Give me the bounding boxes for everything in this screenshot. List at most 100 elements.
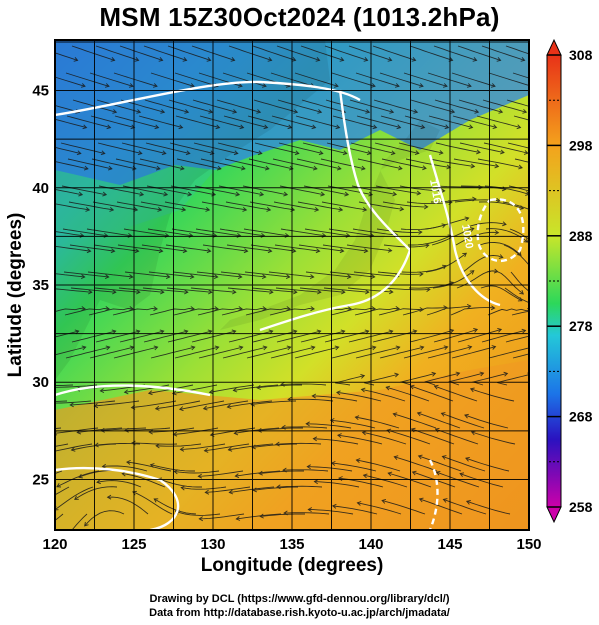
streamline [202,244,248,252]
streamline-arrow [312,165,318,171]
streamline-arrow [416,411,422,417]
streamline-arrow [329,418,335,423]
streamline [512,72,529,79]
streamline [361,388,406,402]
streamline [355,416,400,429]
streamline [168,99,213,113]
streamline [250,244,296,252]
streamline [198,346,243,359]
streamline [252,330,297,343]
streamline-arrow [182,57,188,62]
streamline-arrow [413,109,419,114]
streamline-arrow [209,150,215,156]
streamline [55,400,92,404]
streamline-arrow [275,441,280,447]
streamline-arrow [261,274,267,280]
streamline-arrow [56,483,62,488]
streamline [409,329,454,343]
streamline-arrow [518,164,523,170]
streamline-arrow [112,109,118,114]
streamline-arrow [230,57,236,62]
streamline [348,45,392,61]
streamline-arrow [541,305,545,309]
streamline-arrow [202,405,208,411]
streamline [513,115,529,121]
x-tick-label: 120 [42,536,67,553]
streamline-arrow [476,149,481,155]
streamline [55,146,81,154]
streamline-arrow [285,274,291,280]
streamline [155,400,201,410]
streamline-arrow [206,57,212,62]
streamline [464,414,509,429]
streamline [153,498,197,515]
streamline [307,466,353,472]
streamline-arrow [293,109,299,114]
streamline [295,115,340,129]
streamline-arrow [333,83,339,88]
streamline [302,142,347,154]
x-tick-label: 150 [516,536,541,553]
streamline [486,270,524,295]
streamline-arrow [235,191,241,197]
streamline [459,473,504,488]
streamline [144,99,189,113]
streamline-arrow [417,454,423,460]
streamline [55,76,86,87]
streamline [332,505,378,515]
streamline [117,244,163,252]
streamline-arrow [257,150,263,156]
streamline [55,288,92,293]
streamline [514,158,529,163]
streamline [113,346,158,359]
streamline [62,228,108,237]
streamline-arrow [78,191,84,197]
streamline-arrow [234,473,240,479]
streamline [252,45,296,61]
streamline-arrow [459,472,465,477]
streamline [352,228,398,236]
streamline [471,431,516,445]
streamline [386,386,430,402]
streamline-arrow [387,57,393,62]
streamline [173,427,219,435]
streamline [504,287,529,304]
streamline [92,201,138,211]
streamline-arrow [466,303,472,309]
streamline-arrow [392,412,398,418]
streamline-arrow [258,470,263,476]
streamline [364,373,399,386]
streamline-arrow [363,248,369,254]
streamline [236,513,282,520]
streamline [227,287,273,293]
streamline [143,330,188,343]
streamline [0,399,43,402]
streamline-arrow [449,281,455,286]
streamline-arrow [310,306,315,312]
streamline [300,330,345,343]
streamline [322,244,368,252]
streamline [325,99,370,113]
streamline-arrow [472,57,478,62]
streamline-arrow [109,207,115,212]
streamline [433,45,477,61]
streamline-arrow [106,494,112,500]
streamline [89,346,134,359]
streamline-arrow [85,207,91,212]
streamline-arrow [263,124,269,130]
streamline-arrow [443,345,449,351]
streamline-arrow [419,271,424,277]
streamline-arrow [337,433,342,439]
credits: Drawing by DCL (https://www.gfd-dennou.o… [0,592,599,620]
streamline [198,470,244,477]
streamline-arrow [440,412,446,417]
streamline [1,380,36,385]
streamline [172,384,218,395]
streamline-arrow [386,428,392,434]
streamline [222,346,267,359]
streamline-arrow [204,489,210,495]
streamline-arrow [178,406,184,412]
x-tick-labels: 120 125 130 135 140 145 150 [42,536,541,553]
streamline [55,104,80,113]
streamline [172,271,218,278]
